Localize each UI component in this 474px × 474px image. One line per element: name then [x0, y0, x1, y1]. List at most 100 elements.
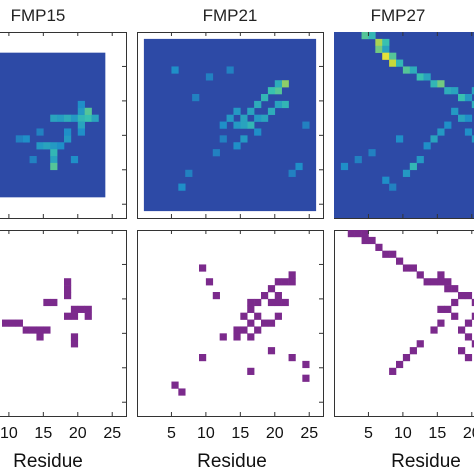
matrix-cell — [396, 59, 404, 67]
matrix-cell — [375, 243, 383, 251]
matrix-cell — [57, 114, 65, 122]
matrix-cell — [64, 285, 72, 293]
matrix-cell — [288, 271, 296, 279]
matrix-cell — [458, 94, 466, 102]
matrix-cell — [254, 114, 262, 122]
matrix-cell — [50, 298, 58, 307]
matrix-cell — [451, 298, 459, 307]
matrix-cell — [382, 52, 390, 60]
matrix-cell — [281, 298, 289, 307]
matrix-cell — [402, 354, 411, 362]
matrix-cell — [233, 326, 241, 334]
matrix-cell — [437, 319, 445, 327]
matrix-cell — [451, 312, 459, 320]
matrix-cell — [471, 135, 474, 143]
matrix-cell — [205, 73, 214, 81]
matrix-cell — [233, 107, 241, 115]
matrix-cell — [444, 121, 452, 129]
panel-6: 5 10 15 20 — [334, 230, 474, 442]
matrix-cell — [409, 66, 417, 74]
matrix-cell — [261, 319, 269, 327]
matrix-cell — [396, 135, 404, 143]
matrix-cell — [274, 100, 282, 109]
matrix-cell — [22, 326, 30, 334]
matrix-cell — [402, 264, 411, 272]
matrix-cell — [247, 367, 255, 375]
matrix-cell — [302, 374, 310, 382]
matrix-cell — [389, 52, 397, 60]
matrix-cell — [70, 333, 79, 341]
title-fmp27: FMP27 — [370, 6, 426, 25]
matrix-cell — [464, 333, 473, 341]
matrix-cell — [254, 100, 262, 109]
matrix-cell — [389, 250, 397, 258]
matrix-cell — [396, 257, 404, 265]
matrix-cell — [233, 142, 241, 150]
matrix-cell — [64, 292, 72, 300]
matrix-cell — [247, 305, 255, 313]
matrix-cell — [437, 278, 445, 286]
matrix-cell — [261, 94, 269, 102]
matrix-cell — [64, 312, 72, 320]
matrix-cell — [389, 59, 397, 67]
matrix-cell — [396, 360, 404, 369]
matrix-cell — [458, 292, 466, 300]
matrix-cell — [171, 381, 179, 389]
x-tick-label: 20 — [69, 425, 87, 442]
matrix-cell — [464, 94, 473, 102]
matrix-cell — [212, 149, 220, 157]
matrix-cell — [178, 183, 186, 191]
matrix-cell — [274, 292, 282, 300]
matrix-cell — [247, 298, 255, 307]
matrix-cell — [444, 87, 452, 95]
matrix-cell — [464, 114, 473, 122]
matrix-cell — [471, 87, 474, 95]
matrix-cell — [288, 169, 296, 177]
matrix-cell — [267, 107, 276, 115]
matrix-cell — [402, 66, 411, 74]
matrix-cell — [50, 142, 58, 150]
matrix-cell — [240, 312, 248, 320]
matrix-cell — [409, 264, 417, 272]
matrix-cell — [64, 278, 72, 286]
x-tick-label: 20 — [463, 425, 474, 442]
matrix-cell — [240, 114, 248, 122]
matrix-cell — [254, 312, 262, 320]
matrix-cell — [219, 135, 227, 143]
matrix-cell — [84, 312, 92, 320]
x-tick-label: 5 — [364, 425, 373, 442]
matrix-cell — [471, 298, 474, 307]
matrix-cell — [247, 121, 255, 129]
panel-2 — [137, 32, 324, 219]
matrix-cell — [64, 128, 72, 136]
matrix-cell — [368, 32, 376, 40]
matrix-cell — [267, 319, 276, 327]
matrix-cell — [15, 319, 23, 327]
matrix-cell — [451, 107, 459, 115]
matrix-cell — [50, 114, 58, 122]
matrix-background — [334, 32, 474, 218]
matrix-cell — [361, 32, 369, 40]
matrix-cell — [2, 319, 10, 327]
matrix-cell — [219, 121, 227, 129]
matrix-cell — [43, 142, 51, 150]
matrix-cell — [340, 162, 349, 171]
matrix-cell — [423, 278, 431, 286]
axes-frame — [334, 230, 474, 417]
matrix-cell — [36, 333, 44, 341]
matrix-cell — [77, 107, 85, 115]
matrix-cell — [464, 354, 473, 362]
matrix-cell — [226, 66, 234, 74]
matrix-cell — [254, 326, 262, 334]
matrix-cell — [409, 347, 417, 355]
matrix-cell — [423, 142, 431, 150]
matrix-cell — [471, 340, 474, 348]
matrix-cell — [464, 128, 473, 136]
x-tick-label: 10 — [197, 425, 215, 442]
matrix-cell — [226, 114, 234, 122]
matrix-cell — [354, 156, 362, 164]
matrix-cell — [382, 45, 390, 53]
matrix-cell — [70, 114, 79, 122]
matrix-cell — [84, 107, 92, 115]
matrix-cell — [50, 162, 58, 171]
